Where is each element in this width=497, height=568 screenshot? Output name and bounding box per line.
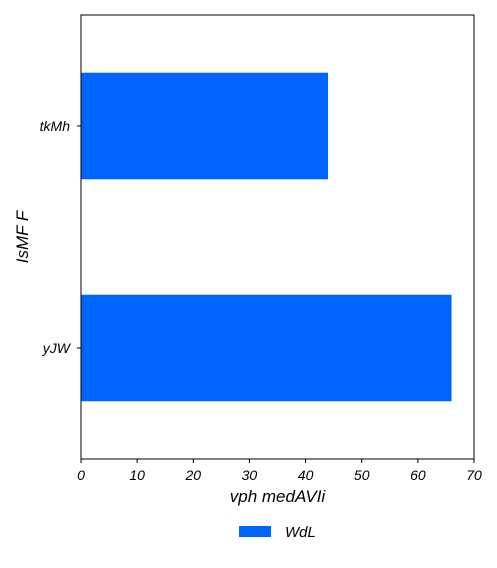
x-tick-label: 20 [184, 467, 201, 483]
x-axis-ticks: 0 10 20 30 40 50 60 70 [77, 459, 482, 483]
y-axis-label: IsMF F [13, 209, 32, 263]
bars-layer [81, 72, 452, 402]
x-axis-label: vph medAVIi [230, 487, 327, 506]
legend: WdL [239, 524, 316, 541]
bar-tkMh [81, 72, 329, 180]
x-tick-label: 50 [354, 467, 370, 483]
y-tick-label: tkMh [40, 118, 71, 134]
x-tick-label: 40 [298, 467, 314, 483]
legend-swatch [239, 526, 271, 537]
y-tick-label: yJW [42, 340, 72, 356]
legend-label-wdl: WdL [285, 524, 316, 541]
x-tick-label: 60 [410, 467, 426, 483]
x-tick-label: 70 [466, 467, 482, 483]
bar-yJW [81, 294, 452, 402]
x-tick-label: 10 [129, 467, 145, 483]
plot-frame [80, 14, 475, 460]
x-tick-label: 0 [77, 467, 85, 483]
y-axis-tick-labels: tkMh yJW [40, 118, 81, 356]
x-tick-label: 30 [242, 467, 258, 483]
